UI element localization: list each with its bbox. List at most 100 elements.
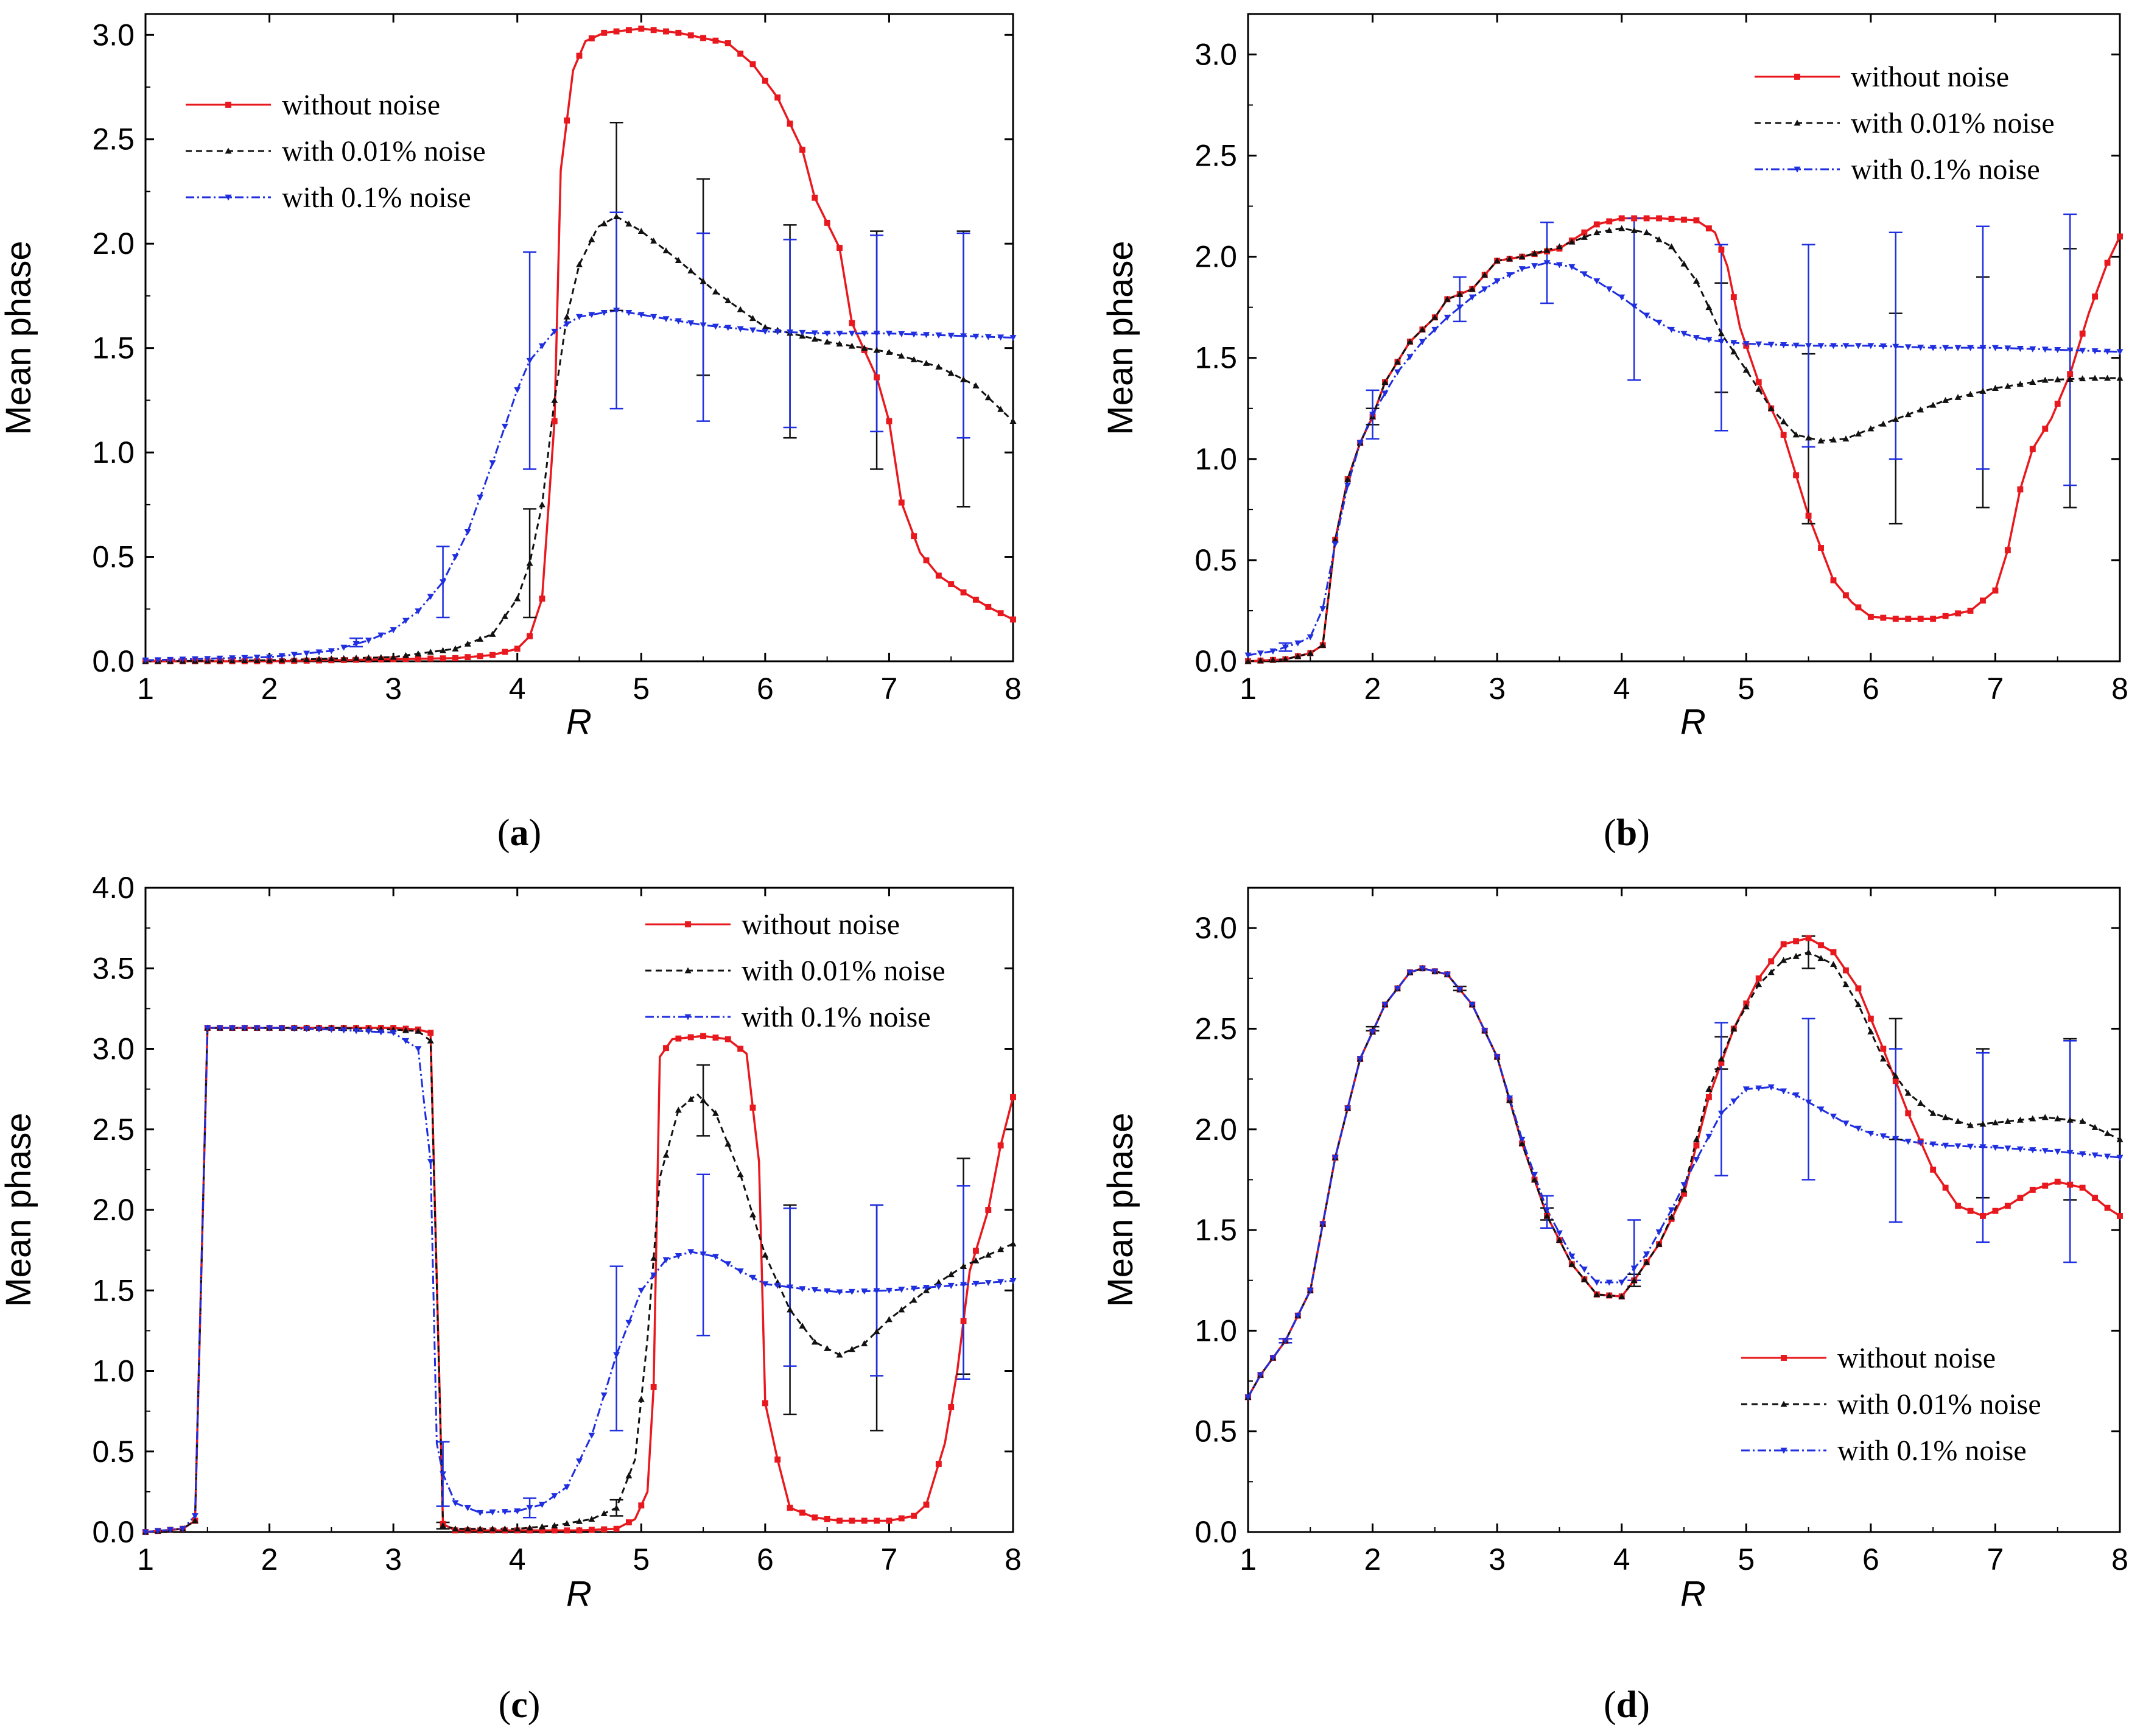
marker-with-0-01-noise	[1792, 431, 1800, 438]
x-tick-label: 6	[1862, 672, 1879, 706]
marker-without-noise	[1705, 1094, 1712, 1100]
x-tick-label: 6	[1862, 1542, 1879, 1576]
marker-with-0-1-noise	[204, 656, 211, 662]
marker-with-0-01-noise	[1257, 657, 1264, 664]
marker-with-0-01-noise	[365, 654, 372, 661]
marker-without-noise	[1618, 215, 1625, 222]
marker-with-0-1-noise	[1506, 272, 1513, 279]
marker-with-0-01-noise	[1979, 388, 1987, 394]
marker-with-0-1-noise	[402, 1038, 409, 1044]
marker-with-0-1-noise	[452, 554, 459, 561]
marker-with-0-1-noise	[1792, 342, 1800, 349]
marker-with-0-1-noise	[1009, 335, 1017, 341]
y-tick-label: 1.5	[1194, 1213, 1237, 1247]
marker-with-0-01-noise	[811, 1338, 818, 1345]
marker-with-0-01-noise	[402, 652, 409, 658]
marker-with-0-1-noise	[873, 1288, 880, 1295]
marker-with-0-1-noise	[1493, 278, 1501, 284]
marker-without-noise	[1730, 294, 1737, 301]
marker-with-0-01-noise	[1767, 405, 1775, 412]
marker-with-0-01-noise	[514, 1525, 521, 1532]
marker-with-0-01-noise	[1468, 286, 1476, 292]
marker-without-noise	[799, 1509, 805, 1516]
marker-with-0-1-noise	[762, 328, 769, 335]
marker-with-0-01-noise	[799, 1322, 806, 1329]
marker-with-0-1-noise	[984, 334, 992, 340]
marker-without-noise	[2042, 426, 2049, 432]
error-bar-with-0-1-noise	[1714, 244, 1728, 432]
marker-with-0-1-noise	[1954, 345, 1962, 351]
marker-with-0-1-noise	[526, 1505, 533, 1511]
series-markers	[142, 1024, 1017, 1536]
marker-with-0-01-noise	[1244, 658, 1252, 664]
legend-marker-with-0-1-noise	[225, 194, 232, 201]
marker-without-noise	[911, 533, 917, 539]
marker-without-noise	[1917, 616, 1924, 622]
marker-without-noise	[1880, 614, 1887, 621]
marker-without-noise	[935, 1461, 942, 1467]
marker-with-0-1-noise	[576, 1458, 583, 1465]
marker-with-0-1-noise	[1867, 1130, 1875, 1137]
x-tick-label: 3	[1489, 1542, 1506, 1576]
marker-with-0-1-noise	[1817, 343, 1825, 350]
marker-with-0-1-noise	[1394, 369, 1401, 376]
marker-with-0-1-noise	[1692, 1156, 1700, 1163]
marker-without-noise	[1755, 975, 1762, 982]
marker-without-noise	[898, 1515, 905, 1522]
y-tick-label: 1.0	[1194, 442, 1237, 476]
marker-without-noise	[812, 1514, 818, 1521]
y-tick-label: 2.5	[92, 122, 135, 156]
marker-with-0-1-noise	[1705, 1133, 1713, 1140]
marker-without-noise	[774, 1457, 781, 1463]
marker-with-0-1-noise	[191, 656, 198, 662]
marker-without-noise	[1656, 215, 1663, 222]
x-tick-label: 1	[1240, 1542, 1257, 1576]
x-tick-label: 7	[1987, 672, 2004, 706]
marker-with-0-01-noise	[935, 364, 942, 370]
marker-with-0-01-noise	[848, 342, 855, 349]
error-bars	[436, 1064, 970, 1530]
marker-without-noise	[762, 77, 768, 84]
marker-with-0-1-noise	[1668, 326, 1675, 333]
marker-with-0-1-noise	[1556, 1230, 1563, 1237]
panel-d: 1 2 3 4 5 6 7 8 0.0 0.5 1.0 1.5 2.0 2.5 3.0 without no…	[1101, 887, 2128, 1726]
panel-label-open: (	[497, 812, 510, 854]
error-bars	[1278, 935, 2077, 1344]
marker-with-0-1-noise	[675, 1253, 682, 1259]
y-axis-title: Mean phase	[0, 241, 38, 435]
y-tick-label: 0.5	[92, 540, 135, 574]
marker-without-noise	[849, 320, 855, 326]
marker-with-0-01-noise	[1892, 415, 1899, 422]
marker-without-noise	[774, 94, 781, 101]
marker-without-noise	[1967, 608, 1974, 614]
marker-with-0-01-noise	[1917, 406, 1924, 413]
y-tick-label: 0.0	[92, 1515, 135, 1549]
marker-without-noise	[787, 1505, 793, 1511]
marker-with-0-1-noise	[328, 1027, 335, 1033]
marker-without-noise	[2079, 1184, 2086, 1191]
series-line-with-0-01-noise	[145, 216, 1014, 662]
marker-with-0-1-noise	[154, 657, 161, 664]
panel-label-close: )	[1637, 1684, 1650, 1726]
marker-with-0-1-noise	[749, 1274, 756, 1281]
marker-without-noise	[2104, 1204, 2111, 1211]
marker-with-0-01-noise	[1742, 1003, 1750, 1010]
marker-with-0-01-noise	[687, 267, 695, 274]
marker-without-noise	[675, 1035, 682, 1042]
marker-without-noise	[812, 194, 818, 201]
marker-without-noise	[700, 35, 707, 41]
marker-with-0-1-noise	[1730, 1098, 1738, 1105]
marker-with-0-1-noise	[762, 1281, 769, 1288]
marker-with-0-1-noise	[1618, 294, 1626, 301]
panel-label-letter: b	[1616, 812, 1637, 854]
marker-with-0-1-noise	[1419, 339, 1426, 345]
marker-with-0-1-noise	[1742, 1086, 1750, 1093]
marker-without-noise	[1693, 217, 1700, 223]
marker-without-noise	[1905, 1110, 1912, 1117]
x-axis-title: R	[1680, 1574, 1706, 1614]
marker-with-0-1-noise	[637, 1287, 645, 1294]
marker-without-noise	[2117, 1212, 2123, 1219]
marker-with-0-1-noise	[1668, 1207, 1675, 1214]
marker-with-0-1-noise	[588, 312, 595, 318]
marker-with-0-1-noise	[1942, 1142, 1949, 1149]
